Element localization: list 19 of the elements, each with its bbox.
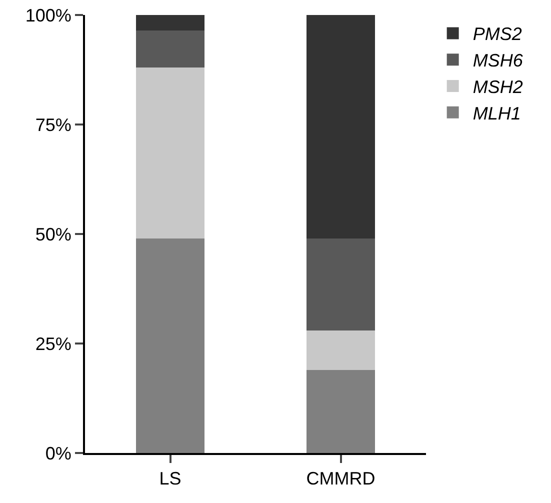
bar bbox=[306, 330, 375, 370]
y-tick-label: 50% bbox=[35, 224, 72, 244]
x-tick-label: CMMRD bbox=[306, 468, 376, 489]
y-tick-label: 0% bbox=[45, 443, 72, 464]
y-tick-label: 100% bbox=[25, 5, 72, 26]
bar bbox=[136, 238, 204, 453]
bar bbox=[306, 238, 375, 330]
x-tick-label: LS bbox=[159, 468, 182, 489]
legend-label: MSH2 bbox=[472, 77, 523, 98]
legend-label: MLH1 bbox=[472, 103, 521, 124]
y-tick-label: 25% bbox=[35, 334, 72, 354]
y-tick-label: 75% bbox=[35, 114, 72, 135]
legend-label: PMS2 bbox=[472, 24, 522, 44]
legend-label: MSH6 bbox=[472, 50, 524, 71]
bar bbox=[306, 15, 375, 238]
bar bbox=[136, 15, 204, 30]
bar bbox=[306, 370, 375, 453]
bar bbox=[136, 68, 204, 238]
bar bbox=[136, 30, 204, 68]
